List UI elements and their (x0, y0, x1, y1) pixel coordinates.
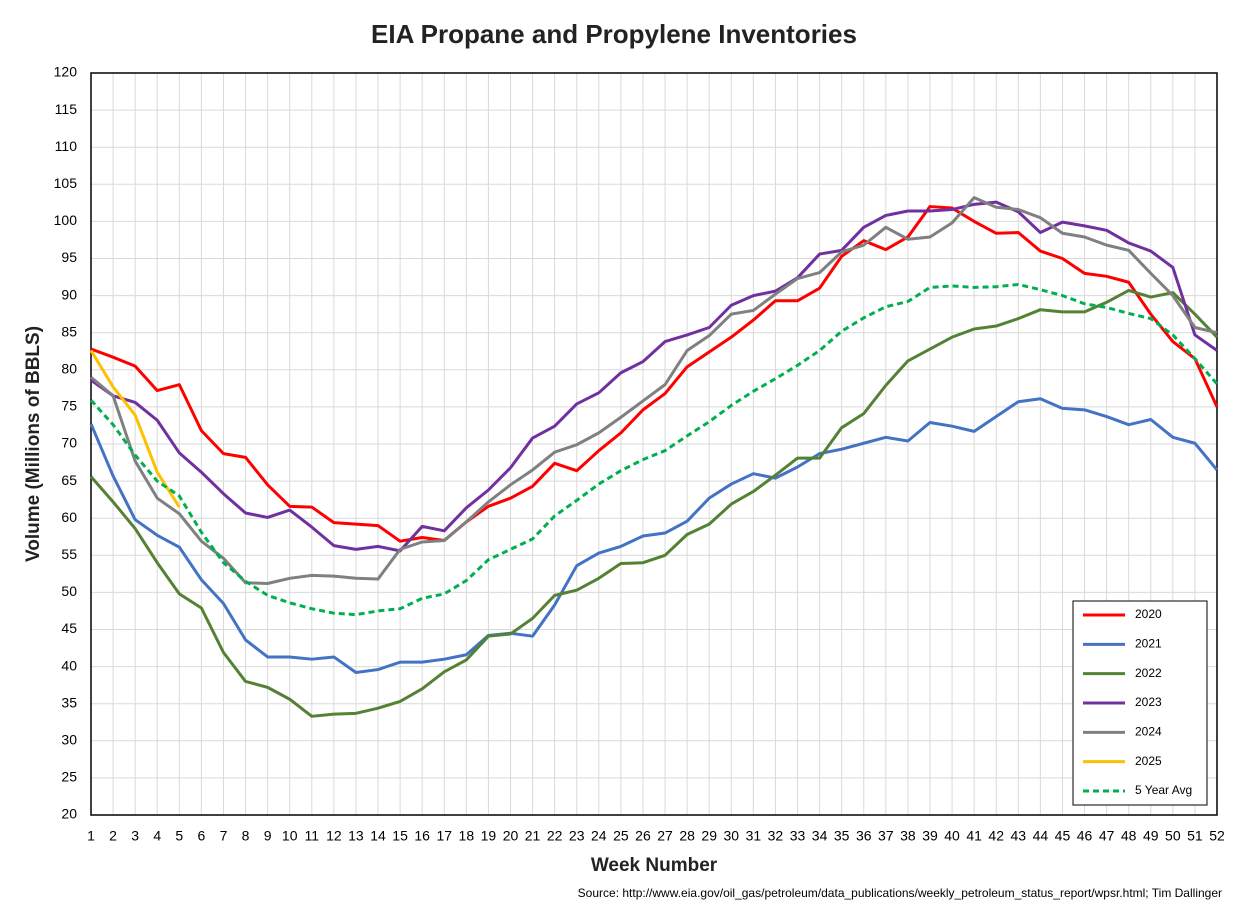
x-tick-label: 12 (326, 828, 342, 844)
x-tick-label: 48 (1121, 828, 1137, 844)
y-tick-label: 105 (54, 175, 78, 191)
series-line (90, 200, 1218, 553)
x-tick-label: 34 (812, 828, 828, 844)
series-line (89, 282, 1219, 617)
x-tick-label: 30 (723, 828, 739, 844)
y-tick-label: 110 (55, 138, 78, 154)
series-line (90, 196, 1218, 585)
x-tick-label: 28 (679, 828, 695, 844)
y-tick-label: 50 (61, 583, 77, 599)
x-tick-label: 41 (966, 828, 982, 844)
y-axis-title: Volume (Millions of BBLS) (23, 326, 44, 562)
legend-label: 2021 (1135, 637, 1162, 651)
x-tick-label: 52 (1209, 828, 1225, 844)
x-tick-label: 31 (746, 828, 762, 844)
x-tick-label: 40 (944, 828, 960, 844)
x-tick-label: 44 (1033, 828, 1049, 844)
series-line (89, 397, 1219, 675)
x-tick-label: 7 (220, 828, 228, 844)
x-tick-label: 29 (701, 828, 717, 844)
x-tick-label: 42 (988, 828, 1004, 844)
y-tick-label: 35 (61, 694, 77, 710)
legend-label: 2025 (1135, 754, 1162, 768)
y-tick-label: 65 (61, 472, 77, 488)
x-tick-label: 20 (503, 828, 519, 844)
legend-label: 2024 (1135, 725, 1162, 739)
x-tick-label: 50 (1165, 828, 1181, 844)
x-tick-label: 14 (370, 828, 386, 844)
source-note: Source: http://www.eia.gov/oil_gas/petro… (578, 886, 1222, 900)
legend-label: 2022 (1135, 666, 1162, 680)
y-tick-label: 60 (61, 509, 77, 525)
series-line (89, 288, 1219, 718)
x-tick-label: 22 (547, 828, 563, 844)
y-tick-label: 45 (61, 620, 77, 636)
x-tick-label: 21 (525, 828, 541, 844)
x-tick-label: 46 (1077, 828, 1093, 844)
x-tick-label: 11 (305, 828, 320, 844)
x-tick-label: 24 (591, 828, 607, 844)
x-tick-label: 4 (153, 828, 161, 844)
x-tick-label: 38 (900, 828, 916, 844)
y-tick-label: 40 (61, 657, 77, 673)
x-tick-label: 19 (481, 828, 497, 844)
y-tick-label: 80 (61, 361, 77, 377)
x-tick-label: 8 (242, 828, 250, 844)
y-tick-label: 30 (61, 732, 77, 748)
x-tick-label: 47 (1099, 828, 1115, 844)
y-tick-label: 100 (54, 212, 78, 228)
y-tick-label: 25 (61, 769, 77, 785)
x-tick-label: 15 (392, 828, 408, 844)
y-tick-label: 75 (61, 398, 77, 414)
x-tick-label: 51 (1187, 828, 1203, 844)
y-tick-label: 20 (61, 806, 77, 822)
y-tick-label: 55 (61, 546, 77, 562)
x-tick-label: 25 (613, 828, 629, 844)
x-tick-label: 45 (1055, 828, 1071, 844)
x-tick-label: 36 (856, 828, 872, 844)
x-tick-label: 17 (436, 828, 452, 844)
y-tick-label: 90 (61, 286, 77, 302)
x-tick-label: 39 (922, 828, 938, 844)
x-tick-label: 37 (878, 828, 894, 844)
x-tick-label: 2 (109, 828, 117, 844)
x-tick-label: 43 (1011, 828, 1027, 844)
x-tick-label: 5 (175, 828, 183, 844)
x-tick-label: 23 (569, 828, 585, 844)
y-tick-label: 115 (55, 101, 78, 117)
legend-label: 5 Year Avg (1135, 783, 1192, 797)
x-tick-label: 9 (264, 828, 272, 844)
y-tick-label: 85 (61, 323, 77, 339)
x-axis-title: Week Number (591, 855, 718, 876)
x-tick-label: 3 (131, 828, 139, 844)
x-tick-label: 35 (834, 828, 850, 844)
x-tick-label: 32 (768, 828, 784, 844)
x-tick-label: 10 (282, 828, 298, 844)
x-tick-label: 26 (635, 828, 651, 844)
x-tick-label: 13 (348, 828, 364, 844)
y-tick-label: 120 (54, 64, 78, 80)
x-tick-label: 27 (657, 828, 673, 844)
y-tick-label: 70 (61, 435, 77, 451)
x-tick-label: 16 (414, 828, 430, 844)
x-tick-label: 18 (459, 828, 475, 844)
chart-title: EIA Propane and Propylene Inventories (371, 19, 857, 49)
plot-border (90, 72, 1218, 816)
x-tick-label: 6 (197, 828, 205, 844)
x-tick-label: 1 (87, 828, 95, 844)
legend-label: 2023 (1135, 695, 1162, 709)
x-tick-label: 33 (790, 828, 806, 844)
legend-label: 2020 (1135, 607, 1162, 621)
y-tick-label: 95 (61, 249, 77, 265)
series-line (90, 205, 1219, 543)
series-line (89, 349, 181, 508)
x-tick-label: 49 (1143, 828, 1159, 844)
